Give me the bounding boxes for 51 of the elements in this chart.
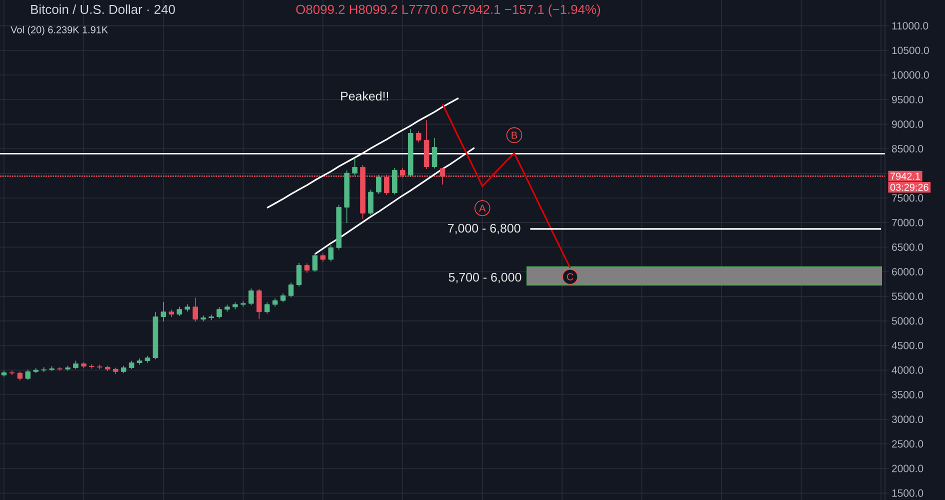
y-tick-label: 2000.0 xyxy=(892,464,924,472)
y-tick-label: 5000.0 xyxy=(892,317,924,325)
chart-title: Bitcoin / U.S. Dollar · 240 xyxy=(31,4,175,14)
candlestick xyxy=(432,138,438,169)
candlestick xyxy=(416,130,422,143)
y-tick-label: 5500.0 xyxy=(892,292,924,300)
candlestick xyxy=(160,302,166,322)
y-tick-label: 3500.0 xyxy=(892,391,924,398)
candlestick xyxy=(9,370,15,376)
annotation: Peaked!! xyxy=(341,91,388,101)
y-tick-label: 8500.0 xyxy=(892,145,924,152)
ref-line-label: 7942.1 xyxy=(890,172,920,180)
y-tick-label: 3000.0 xyxy=(892,416,924,424)
candlestick xyxy=(368,189,374,216)
y-tick-label: 7500.0 xyxy=(892,194,924,202)
y-tick-label: 9000.0 xyxy=(892,120,924,128)
y-tick-label: 11000.0 xyxy=(892,22,928,30)
candlestick xyxy=(176,306,182,316)
candlestick xyxy=(216,306,222,319)
candlestick xyxy=(41,366,46,372)
text: 03:29:26 xyxy=(890,184,928,191)
candlestick xyxy=(352,158,358,176)
chart-subtitle: O8099.2 H8099.2 L7770.0 C7942.1 −157.1 (−1.94%) xyxy=(296,4,600,17)
annotation: B xyxy=(512,132,518,139)
y-tick-label: 9500.0 xyxy=(892,96,924,104)
annotation: Vol (20) 6.239K 1.91K xyxy=(10,26,108,36)
candlestick xyxy=(248,288,254,306)
y-tick-label: 4500.0 xyxy=(892,342,924,350)
candlestick xyxy=(192,297,198,322)
y-tick-label: 1500.0 xyxy=(892,489,924,497)
y-tick-label: 6500.0 xyxy=(892,243,924,251)
annotation: A xyxy=(479,204,486,212)
y-tick-label: 6000.0 xyxy=(892,268,924,276)
candlestick xyxy=(328,244,334,262)
y-tick-label: 7000.0 xyxy=(892,218,924,226)
candlestick xyxy=(256,288,262,320)
annotation: 7,000 - 6,800 xyxy=(448,224,520,234)
annotation: 5,700 - 6,000 xyxy=(448,272,522,284)
candlestick xyxy=(304,262,310,274)
candlestick xyxy=(312,252,318,272)
candlestick xyxy=(392,168,398,195)
candlestick xyxy=(264,302,270,314)
y-tick-label: 10000.0 xyxy=(892,71,929,79)
y-tick-label: 4000.0 xyxy=(892,366,924,374)
candlestick xyxy=(288,282,294,298)
candlestick xyxy=(376,174,382,194)
candlestick xyxy=(296,262,302,287)
candlestick xyxy=(25,369,31,380)
y-tick-label: 10500.0 xyxy=(892,46,929,54)
annotation: C xyxy=(566,273,574,280)
y-tick-label: 2500.0 xyxy=(892,440,924,448)
